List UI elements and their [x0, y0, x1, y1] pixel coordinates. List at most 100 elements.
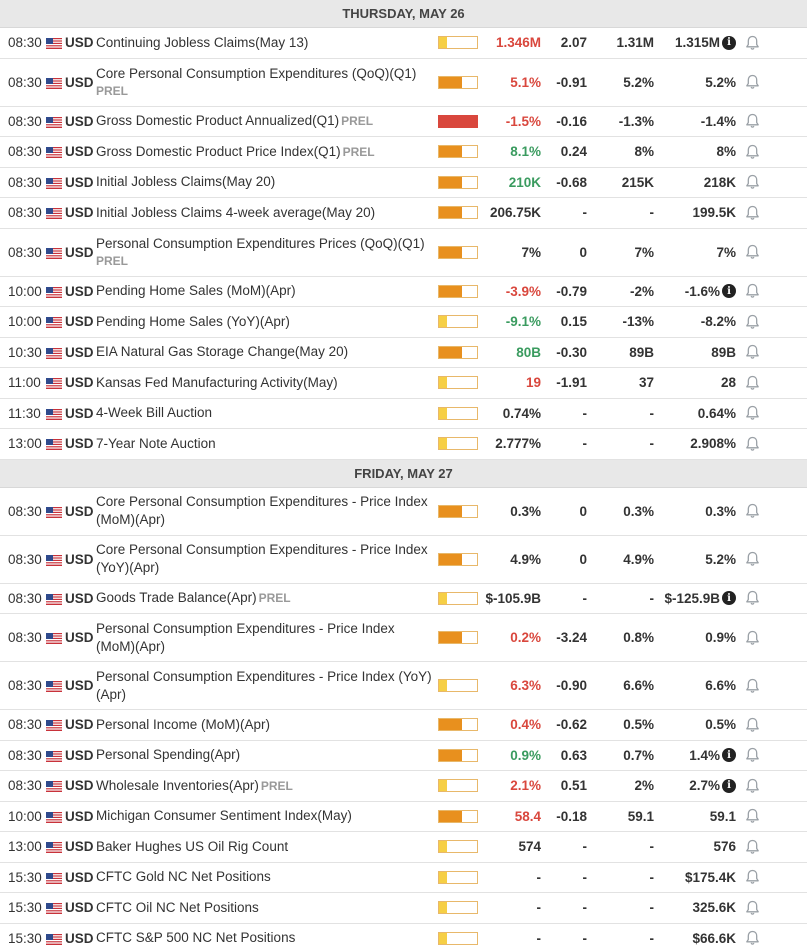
bell-icon[interactable] — [736, 747, 769, 763]
event-row[interactable]: 10:00 USD Pending Home Sales (MoM)(Apr) -3.… — [0, 276, 807, 307]
event-row[interactable]: 15:30 USD CFTC S&P 500 NC Net Positions - - -… — [0, 923, 807, 952]
currency-code: USD — [65, 503, 94, 519]
event-name[interactable]: Pending Home Sales (YoY)(Apr) — [96, 313, 438, 331]
event-name[interactable]: Core Personal Consumption Expenditures (… — [96, 65, 438, 99]
bell-icon[interactable] — [736, 900, 769, 916]
impact-bar-track — [438, 284, 478, 298]
bell-icon[interactable] — [736, 630, 769, 646]
impact-bar — [438, 748, 484, 762]
event-row[interactable]: 08:30 USD Gross Domestic Product Price Ind… — [0, 137, 807, 168]
bell-icon[interactable] — [736, 314, 769, 330]
event-name[interactable]: CFTC Gold NC Net Positions — [96, 868, 438, 886]
previous-value: 0.5% — [654, 717, 736, 732]
event-name[interactable]: Personal Consumption Expenditures Prices… — [96, 235, 438, 269]
bell-icon[interactable] — [736, 405, 769, 421]
bell-icon[interactable] — [736, 283, 769, 299]
bell-icon[interactable] — [736, 113, 769, 129]
event-name[interactable]: Core Personal Consumption Expenditures -… — [96, 541, 438, 577]
event-row[interactable]: 13:00 USD 7-Year Note Auction 2.777% - - 2.908… — [0, 429, 807, 460]
event-row[interactable]: 08:30 USD Initial Jobless Claims 4-week av… — [0, 198, 807, 229]
event-row[interactable]: 15:30 USD CFTC Oil NC Net Positions - - - 325.… — [0, 893, 807, 924]
event-name[interactable]: Kansas Fed Manufacturing Activity(May) — [96, 374, 438, 392]
event-name[interactable]: Core Personal Consumption Expenditures -… — [96, 493, 438, 529]
event-row[interactable]: 08:30 USD Continuing Jobless Claims(May 13… — [0, 28, 807, 59]
event-name[interactable]: Initial Jobless Claims 4-week average(Ma… — [96, 204, 438, 222]
event-row[interactable]: 15:30 USD CFTC Gold NC Net Positions - - - $17… — [0, 862, 807, 893]
event-name[interactable]: Baker Hughes US Oil Rig Count — [96, 838, 438, 856]
event-row[interactable]: 10:00 USD Michigan Consumer Sentiment Inde… — [0, 801, 807, 832]
event-name[interactable]: Initial Jobless Claims(May 20) — [96, 173, 438, 191]
event-name[interactable]: CFTC Oil NC Net Positions — [96, 899, 438, 917]
impact-bar — [438, 591, 484, 605]
actual-value: 19 — [525, 375, 541, 391]
deviation-value: -0.91 — [556, 74, 587, 90]
us-flag-icon — [46, 207, 62, 220]
event-name[interactable]: Personal Consumption Expenditures - Pric… — [96, 620, 438, 656]
actual-value: 2.777% — [495, 436, 541, 452]
info-icon[interactable]: i — [722, 748, 736, 763]
bell-icon[interactable] — [736, 244, 769, 260]
info-icon[interactable]: i — [722, 778, 736, 793]
event-name-text: 4-Week Bill Auction — [96, 405, 213, 421]
event-name[interactable]: Gross Domestic Product Price Index(Q1) PR… — [96, 143, 438, 161]
bell-icon[interactable] — [736, 551, 769, 567]
event-row[interactable]: 08:30 USD Gross Domestic Product Annualize… — [0, 106, 807, 137]
impact-bar-track — [438, 679, 478, 692]
bell-icon[interactable] — [736, 808, 769, 824]
bell-icon[interactable] — [736, 778, 769, 794]
event-name[interactable]: Personal Consumption Expenditures - Pric… — [96, 668, 438, 704]
event-row[interactable]: 10:00 USD Pending Home Sales (YoY)(Apr) -9.… — [0, 307, 807, 338]
event-name[interactable]: 7-Year Note Auction — [96, 435, 438, 453]
event-name[interactable]: Personal Income (MoM)(Apr) — [96, 716, 438, 734]
bell-icon[interactable] — [736, 590, 769, 606]
event-name[interactable]: Goods Trade Balance(Apr) PREL — [96, 589, 438, 607]
event-name[interactable]: Wholesale Inventories(Apr) PREL — [96, 777, 438, 795]
actual-value: 574 — [518, 839, 541, 855]
info-icon[interactable]: i — [722, 591, 736, 606]
event-name[interactable]: Gross Domestic Product Annualized(Q1) PRE… — [96, 112, 438, 130]
event-row[interactable]: 13:00 USD Baker Hughes US Oil Rig Count 574… — [0, 832, 807, 863]
event-name-text: Core Personal Consumption Expenditures -… — [96, 494, 428, 527]
event-row[interactable]: 08:30 USD Personal Consumption Expenditure… — [0, 228, 807, 277]
event-row[interactable]: 11:30 USD 4-Week Bill Auction 0.74% - - 0.64% — [0, 398, 807, 429]
event-row[interactable]: 10:30 USD EIA Natural Gas Storage Change(M… — [0, 337, 807, 368]
bell-icon[interactable] — [736, 375, 769, 391]
event-name[interactable]: Michigan Consumer Sentiment Index(May) — [96, 807, 438, 825]
event-row[interactable]: 08:30 USD Personal Spending(Apr) 0.9% 0.63 0.… — [0, 740, 807, 771]
event-name[interactable]: CFTC S&P 500 NC Net Positions — [96, 929, 438, 947]
event-row[interactable]: 11:00 USD Kansas Fed Manufacturing Activit… — [0, 368, 807, 399]
bell-icon[interactable] — [736, 717, 769, 733]
event-row[interactable]: 08:30 USD Core Personal Consumption Expend… — [0, 535, 807, 584]
event-row[interactable]: 08:30 USD Personal Consumption Expenditure… — [0, 662, 807, 710]
event-row[interactable]: 08:30 USD Core Personal Consumption Expend… — [0, 487, 807, 536]
bell-icon[interactable] — [736, 930, 769, 946]
consensus-value: - — [649, 436, 655, 452]
impact-bar-fill — [439, 841, 447, 853]
bell-icon[interactable] — [736, 869, 769, 885]
bell-icon[interactable] — [736, 503, 769, 519]
event-row[interactable]: 08:30 USD Goods Trade Balance(Apr) PREL $-10… — [0, 583, 807, 614]
info-icon[interactable]: i — [722, 35, 736, 50]
info-icon[interactable]: i — [722, 284, 736, 299]
bell-icon[interactable] — [736, 144, 769, 160]
bell-icon[interactable] — [736, 174, 769, 190]
bell-icon[interactable] — [736, 436, 769, 452]
event-row[interactable]: 08:30 USD Personal Consumption Expenditure… — [0, 614, 807, 662]
previous-value-text: $-125.9B — [664, 590, 720, 606]
bell-icon[interactable] — [736, 35, 769, 51]
event-row[interactable]: 08:30 USD Initial Jobless Claims(May 20) 21… — [0, 167, 807, 198]
event-row[interactable]: 08:30 USD Core Personal Consumption Expend… — [0, 58, 807, 107]
bell-icon[interactable] — [736, 678, 769, 694]
event-name[interactable]: EIA Natural Gas Storage Change(May 20) — [96, 343, 438, 361]
event-name[interactable]: 4-Week Bill Auction — [96, 404, 438, 422]
bell-icon[interactable] — [736, 74, 769, 90]
bell-icon[interactable] — [736, 839, 769, 855]
event-row[interactable]: 08:30 USD Personal Income (MoM)(Apr) 0.4% -0… — [0, 710, 807, 741]
bell-icon[interactable] — [736, 344, 769, 360]
bell-icon[interactable] — [736, 205, 769, 221]
previous-value-text: 1.315M — [674, 35, 720, 51]
event-name[interactable]: Personal Spending(Apr) — [96, 746, 438, 764]
event-row[interactable]: 08:30 USD Wholesale Inventories(Apr) PREL 2.… — [0, 771, 807, 802]
event-name[interactable]: Pending Home Sales (MoM)(Apr) — [96, 282, 438, 300]
event-name[interactable]: Continuing Jobless Claims(May 13) — [96, 34, 438, 52]
